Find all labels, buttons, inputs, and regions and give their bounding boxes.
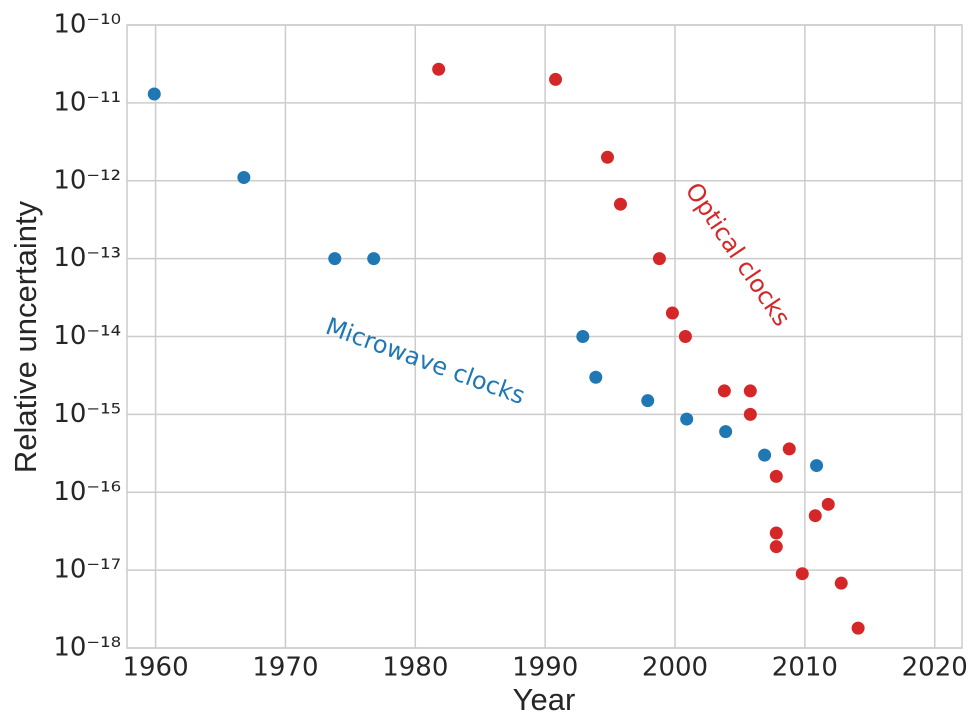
point [851, 621, 865, 635]
point [600, 150, 614, 164]
y-tick-label: 10⁻¹⁵ [53, 399, 121, 429]
point [769, 469, 783, 483]
x-tick-label: 1980 [382, 653, 448, 683]
y-tick-label: 10⁻¹² [53, 165, 121, 195]
point [678, 330, 692, 343]
x-tick-label: 1990 [512, 653, 578, 683]
point [613, 197, 627, 211]
x-tick-label: 2010 [772, 653, 838, 683]
point [821, 497, 835, 511]
point [589, 370, 603, 384]
point [367, 252, 381, 266]
point [432, 62, 446, 76]
y-axis-label: Relative uncertainty [8, 200, 43, 473]
point [641, 394, 655, 408]
y-tick-label: 10⁻¹⁴ [53, 321, 121, 351]
x-tick-label: 1970 [252, 653, 318, 683]
point [717, 384, 731, 398]
point [237, 171, 251, 185]
y-tick-label: 10⁻¹³ [53, 243, 121, 273]
point [834, 576, 848, 590]
y-tick-label: 10⁻¹⁷ [53, 555, 121, 585]
point [576, 330, 590, 343]
point [758, 448, 772, 462]
point [810, 459, 824, 473]
x-tick-label: 1960 [122, 653, 188, 683]
point [769, 526, 783, 540]
y-tick-label: 10⁻¹¹ [53, 87, 121, 117]
point [719, 425, 733, 439]
x-tick-label: 2020 [902, 653, 968, 683]
point [743, 407, 757, 421]
point [665, 306, 679, 320]
x-tick-label: 2000 [642, 653, 708, 683]
y-tick-label: 10⁻¹⁶ [53, 477, 121, 507]
point [328, 252, 342, 266]
plot-frame [126, 24, 963, 649]
point [549, 72, 563, 86]
point [652, 252, 666, 266]
point [769, 540, 783, 554]
y-tick-label: 10⁻¹⁸ [53, 633, 121, 663]
point [808, 509, 822, 523]
x-axis-label: Year [513, 682, 576, 717]
point [680, 412, 694, 426]
y-tick-label: 10⁻¹⁰ [53, 10, 121, 40]
point [147, 87, 161, 101]
point [782, 442, 796, 456]
point [743, 384, 757, 398]
point [795, 567, 809, 581]
